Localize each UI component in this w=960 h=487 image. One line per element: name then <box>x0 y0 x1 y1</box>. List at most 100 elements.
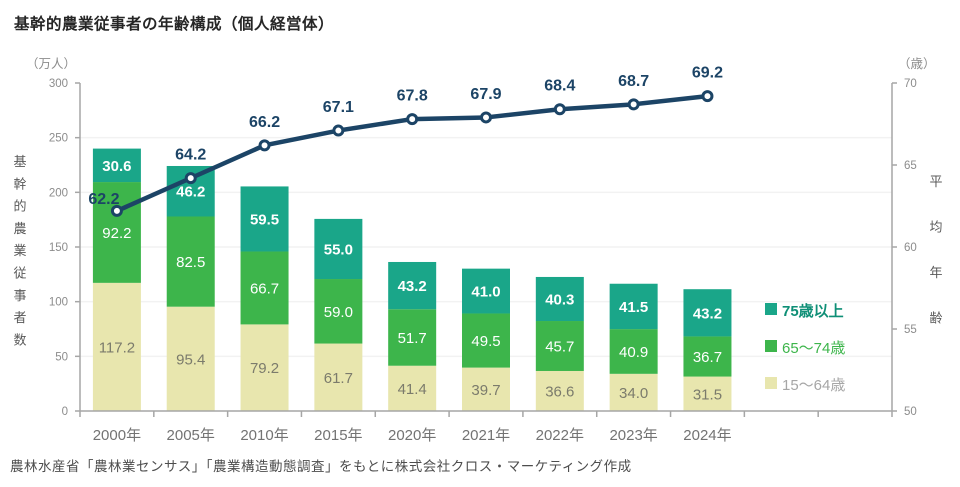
legend-swatch <box>765 303 777 315</box>
left-axis-tick-label: 100 <box>49 297 68 309</box>
bar-segment-age-65-74 <box>683 336 732 377</box>
line-marker <box>258 139 271 152</box>
bar-label-age-75-plus: 41.5 <box>619 299 648 316</box>
line-label: 67.8 <box>397 88 428 105</box>
x-axis-label: 2021年 <box>462 427 510 444</box>
right-axis-title: 齢 <box>929 311 942 326</box>
bar-label-age-15-64: 36.6 <box>545 383 574 400</box>
line-marker <box>701 90 714 103</box>
bar-label-age-75-plus: 59.5 <box>250 211 279 228</box>
bar-segment-age-65-74 <box>535 321 584 371</box>
bar-label-age-65-74: 49.5 <box>471 333 500 350</box>
bar-label-age-65-74: 92.2 <box>102 225 131 242</box>
left-axis-title: 者 <box>13 310 26 325</box>
line-marker <box>627 98 640 111</box>
bar-label-age-75-plus: 30.6 <box>102 158 131 175</box>
x-axis-label: 2023年 <box>609 427 657 444</box>
bar-label-age-65-74: 51.7 <box>398 330 427 347</box>
bar-label-age-65-74: 36.7 <box>693 349 722 366</box>
line-label: 66.2 <box>249 114 280 131</box>
bar-segment-age-65-74 <box>314 279 363 344</box>
legend-label: 15〜64歳 <box>782 377 845 394</box>
line-label: 69.2 <box>692 65 723 82</box>
bar-label-age-75-plus: 43.2 <box>693 305 722 322</box>
bar-label-age-15-64: 31.5 <box>693 386 722 403</box>
line-marker <box>480 111 492 124</box>
bar-label-age-75-plus: 40.3 <box>545 291 574 308</box>
bar-label-age-15-64: 41.4 <box>398 381 427 398</box>
bar-segment-age-15-64 <box>166 306 215 411</box>
bar-segment-age-15-64 <box>314 343 363 411</box>
bar-label-age-75-plus: 55.0 <box>324 241 353 258</box>
bar-label-age-65-74: 40.9 <box>619 344 648 361</box>
left-axis-title: 農 <box>13 221 26 236</box>
right-axis-title: 均 <box>929 220 942 235</box>
legend-label: 75歳以上 <box>782 302 844 320</box>
left-axis-tick-label: 0 <box>62 406 68 418</box>
bar-label-age-65-74: 45.7 <box>545 339 574 356</box>
x-axis-label: 2020年 <box>388 427 436 444</box>
line-marker <box>332 124 345 137</box>
legend-label: 65〜74歳 <box>782 340 845 357</box>
line-label: 67.1 <box>323 99 354 116</box>
left-axis-tick-label: 150 <box>49 242 68 254</box>
right-axis-tick-label: 55 <box>904 324 917 336</box>
bar-segment-age-75-plus <box>314 218 363 280</box>
left-axis-title: 幹 <box>13 176 26 191</box>
bar-label-age-65-74: 82.5 <box>176 254 205 271</box>
left-axis-title: 事 <box>13 288 26 303</box>
bar-label-age-15-64: 61.7 <box>324 370 353 387</box>
right-axis-title: 年 <box>929 265 942 280</box>
line-marker <box>184 172 197 185</box>
left-axis-tick-label: 300 <box>49 78 68 90</box>
x-axis-label: 2000年 <box>93 427 141 444</box>
bar-segment-age-75-plus <box>92 148 141 183</box>
bar-segment-age-65-74 <box>240 251 289 325</box>
right-axis-tick-label: 70 <box>904 78 917 90</box>
bar-segment-age-15-64 <box>388 365 437 411</box>
bar-segment-age-65-74 <box>462 313 510 368</box>
chart-title: 基幹的農業従事者の年齢構成（個人経営体） <box>14 16 335 33</box>
left-axis-tick-label: 250 <box>49 133 68 145</box>
bar-segment-age-15-64 <box>92 282 141 411</box>
bar-segment-age-65-74 <box>388 309 437 366</box>
right-axis-tick-label: 65 <box>904 160 917 172</box>
bar-segment-age-65-74 <box>166 216 215 307</box>
bar-segment-age-75-plus <box>535 276 584 322</box>
bar-label-age-75-plus: 41.0 <box>471 284 500 301</box>
left-axis-title: 従 <box>13 266 26 281</box>
line-label: 68.7 <box>618 73 649 90</box>
line-label: 64.2 <box>175 147 206 164</box>
left-axis-tick-label: 200 <box>49 187 68 199</box>
x-axis-label: 2005年 <box>167 427 215 444</box>
line-label: 62.2 <box>88 191 119 208</box>
left-axis-tick-label: 50 <box>55 351 68 363</box>
bar-segment-age-15-64 <box>609 373 658 411</box>
x-axis-label: 2024年 <box>683 427 731 444</box>
bar-segment-age-15-64 <box>240 324 289 411</box>
bar-label-age-15-64: 39.7 <box>471 382 500 399</box>
line-marker <box>406 113 419 126</box>
bar-label-age-15-64: 117.2 <box>99 339 135 356</box>
bar-segment-age-15-64 <box>683 376 732 411</box>
right-axis-title: 平 <box>929 174 942 189</box>
bar-label-age-65-74: 59.0 <box>324 304 353 321</box>
bar-segment-age-15-64 <box>462 367 510 411</box>
line-label: 68.4 <box>544 78 575 95</box>
left-axis-title: 数 <box>13 332 26 347</box>
right-axis-unit: （歳） <box>898 57 936 71</box>
bar-label-age-75-plus: 43.2 <box>398 278 427 295</box>
bar-segment-age-15-64 <box>535 370 584 411</box>
bar-segment-age-75-plus <box>462 268 510 314</box>
left-axis-title: 的 <box>13 199 26 214</box>
bar-label-age-15-64: 95.4 <box>176 351 205 368</box>
x-axis-label: 2015年 <box>314 427 362 444</box>
right-axis-tick-label: 60 <box>904 242 917 254</box>
bar-label-age-15-64: 34.0 <box>619 385 648 402</box>
source-note: 農林水産省「農林業センサス」「農業構造動態調査」をもとに株式会社クロス・マーケテ… <box>10 459 632 474</box>
bar-label-age-75-plus: 46.2 <box>176 184 205 201</box>
line-marker <box>110 204 123 217</box>
legend-swatch <box>765 340 777 352</box>
bar-label-age-15-64: 79.2 <box>250 360 279 377</box>
left-axis-title: 業 <box>13 243 26 258</box>
